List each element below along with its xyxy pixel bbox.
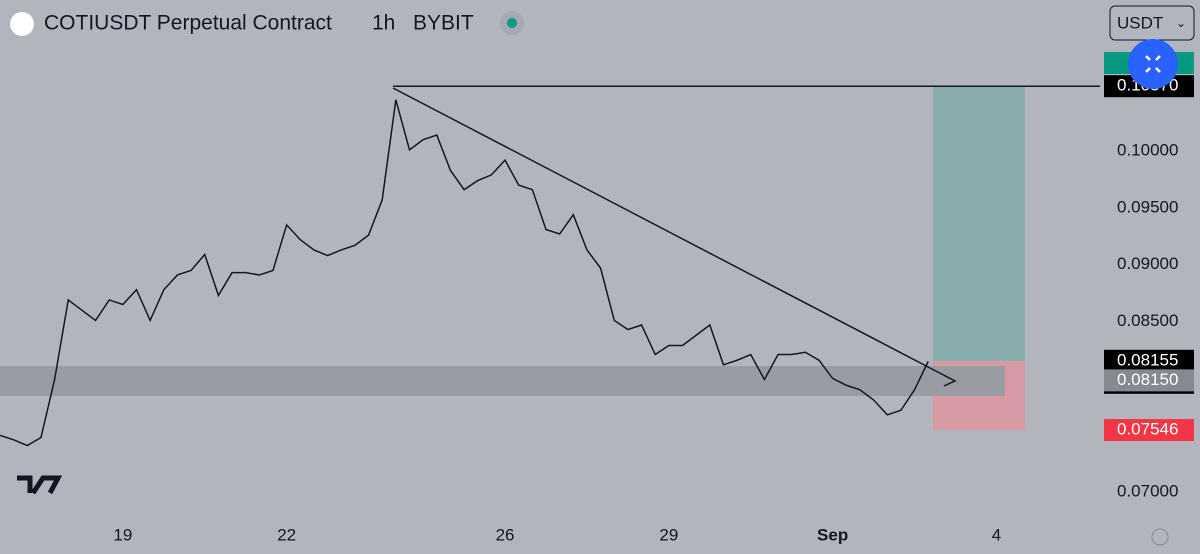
- y-tick-label: 0.09500: [1117, 197, 1178, 216]
- fullscreen-button[interactable]: [1128, 39, 1178, 89]
- settings-icon[interactable]: [1151, 528, 1169, 546]
- target-zone: [933, 86, 1025, 361]
- price-label-box: [1104, 369, 1194, 392]
- price-label: 0.07546: [1117, 420, 1178, 439]
- symbol-title[interactable]: COTIUSDT Perpetual Contract: [44, 12, 332, 35]
- fullscreen-icon: [1145, 55, 1161, 73]
- y-tick-label: 0.08500: [1117, 311, 1178, 330]
- trend-line: [392, 87, 931, 369]
- price-label: 0.08150: [1117, 370, 1178, 389]
- y-tick-label: 0.09000: [1117, 254, 1178, 273]
- currency[interactable]: USDT: [1117, 13, 1163, 32]
- x-tick-label: 26: [496, 525, 515, 544]
- x-tick-label: Sep: [817, 525, 848, 544]
- arrow-head: [929, 367, 957, 387]
- price-line: [0, 99, 929, 447]
- x-tick-label: 4: [992, 525, 1001, 544]
- x-tick-label: 22: [277, 525, 296, 544]
- y-tick-label: 0.10000: [1117, 140, 1178, 159]
- status-dot: [507, 18, 517, 28]
- symbol-icon[interactable]: [10, 12, 34, 36]
- price-label: 0.08155: [1117, 350, 1178, 369]
- dropdown-arrow: ⌄: [1176, 16, 1186, 30]
- y-tick-label: 0.07000: [1117, 482, 1178, 501]
- support-zone: [0, 366, 1005, 396]
- x-tick-label: 19: [113, 525, 132, 544]
- exchange: BYBIT: [413, 12, 474, 35]
- tv-logo: [17, 475, 63, 495]
- x-tick-label: 29: [659, 525, 678, 544]
- price-label-box: [1104, 419, 1194, 442]
- interval[interactable]: 1h: [372, 12, 395, 35]
